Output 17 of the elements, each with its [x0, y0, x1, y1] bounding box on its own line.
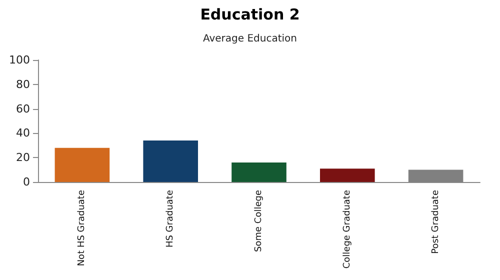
y-tick-label: 0	[23, 176, 30, 188]
y-tick-label: 60	[16, 102, 30, 116]
x-tick-label: Not HS Graduate	[77, 190, 88, 266]
x-tick-label: Post Graduate	[430, 190, 441, 254]
bar	[320, 168, 375, 182]
y-tick-label: 80	[16, 78, 30, 91]
x-tick-label: HS Graduate	[166, 190, 176, 248]
x-tick-label: College Graduate	[342, 190, 352, 269]
y-tick-label: 40	[16, 126, 30, 140]
bar	[232, 162, 286, 182]
bar	[54, 148, 110, 182]
y-tick-label: 100	[9, 54, 30, 66]
x-tick-label: Some College	[254, 190, 264, 252]
chart-title: Education 2	[200, 6, 300, 24]
chart-subtitle: Average Education	[202, 34, 298, 44]
bar	[143, 140, 198, 182]
y-tick-label: 20	[16, 151, 30, 164]
